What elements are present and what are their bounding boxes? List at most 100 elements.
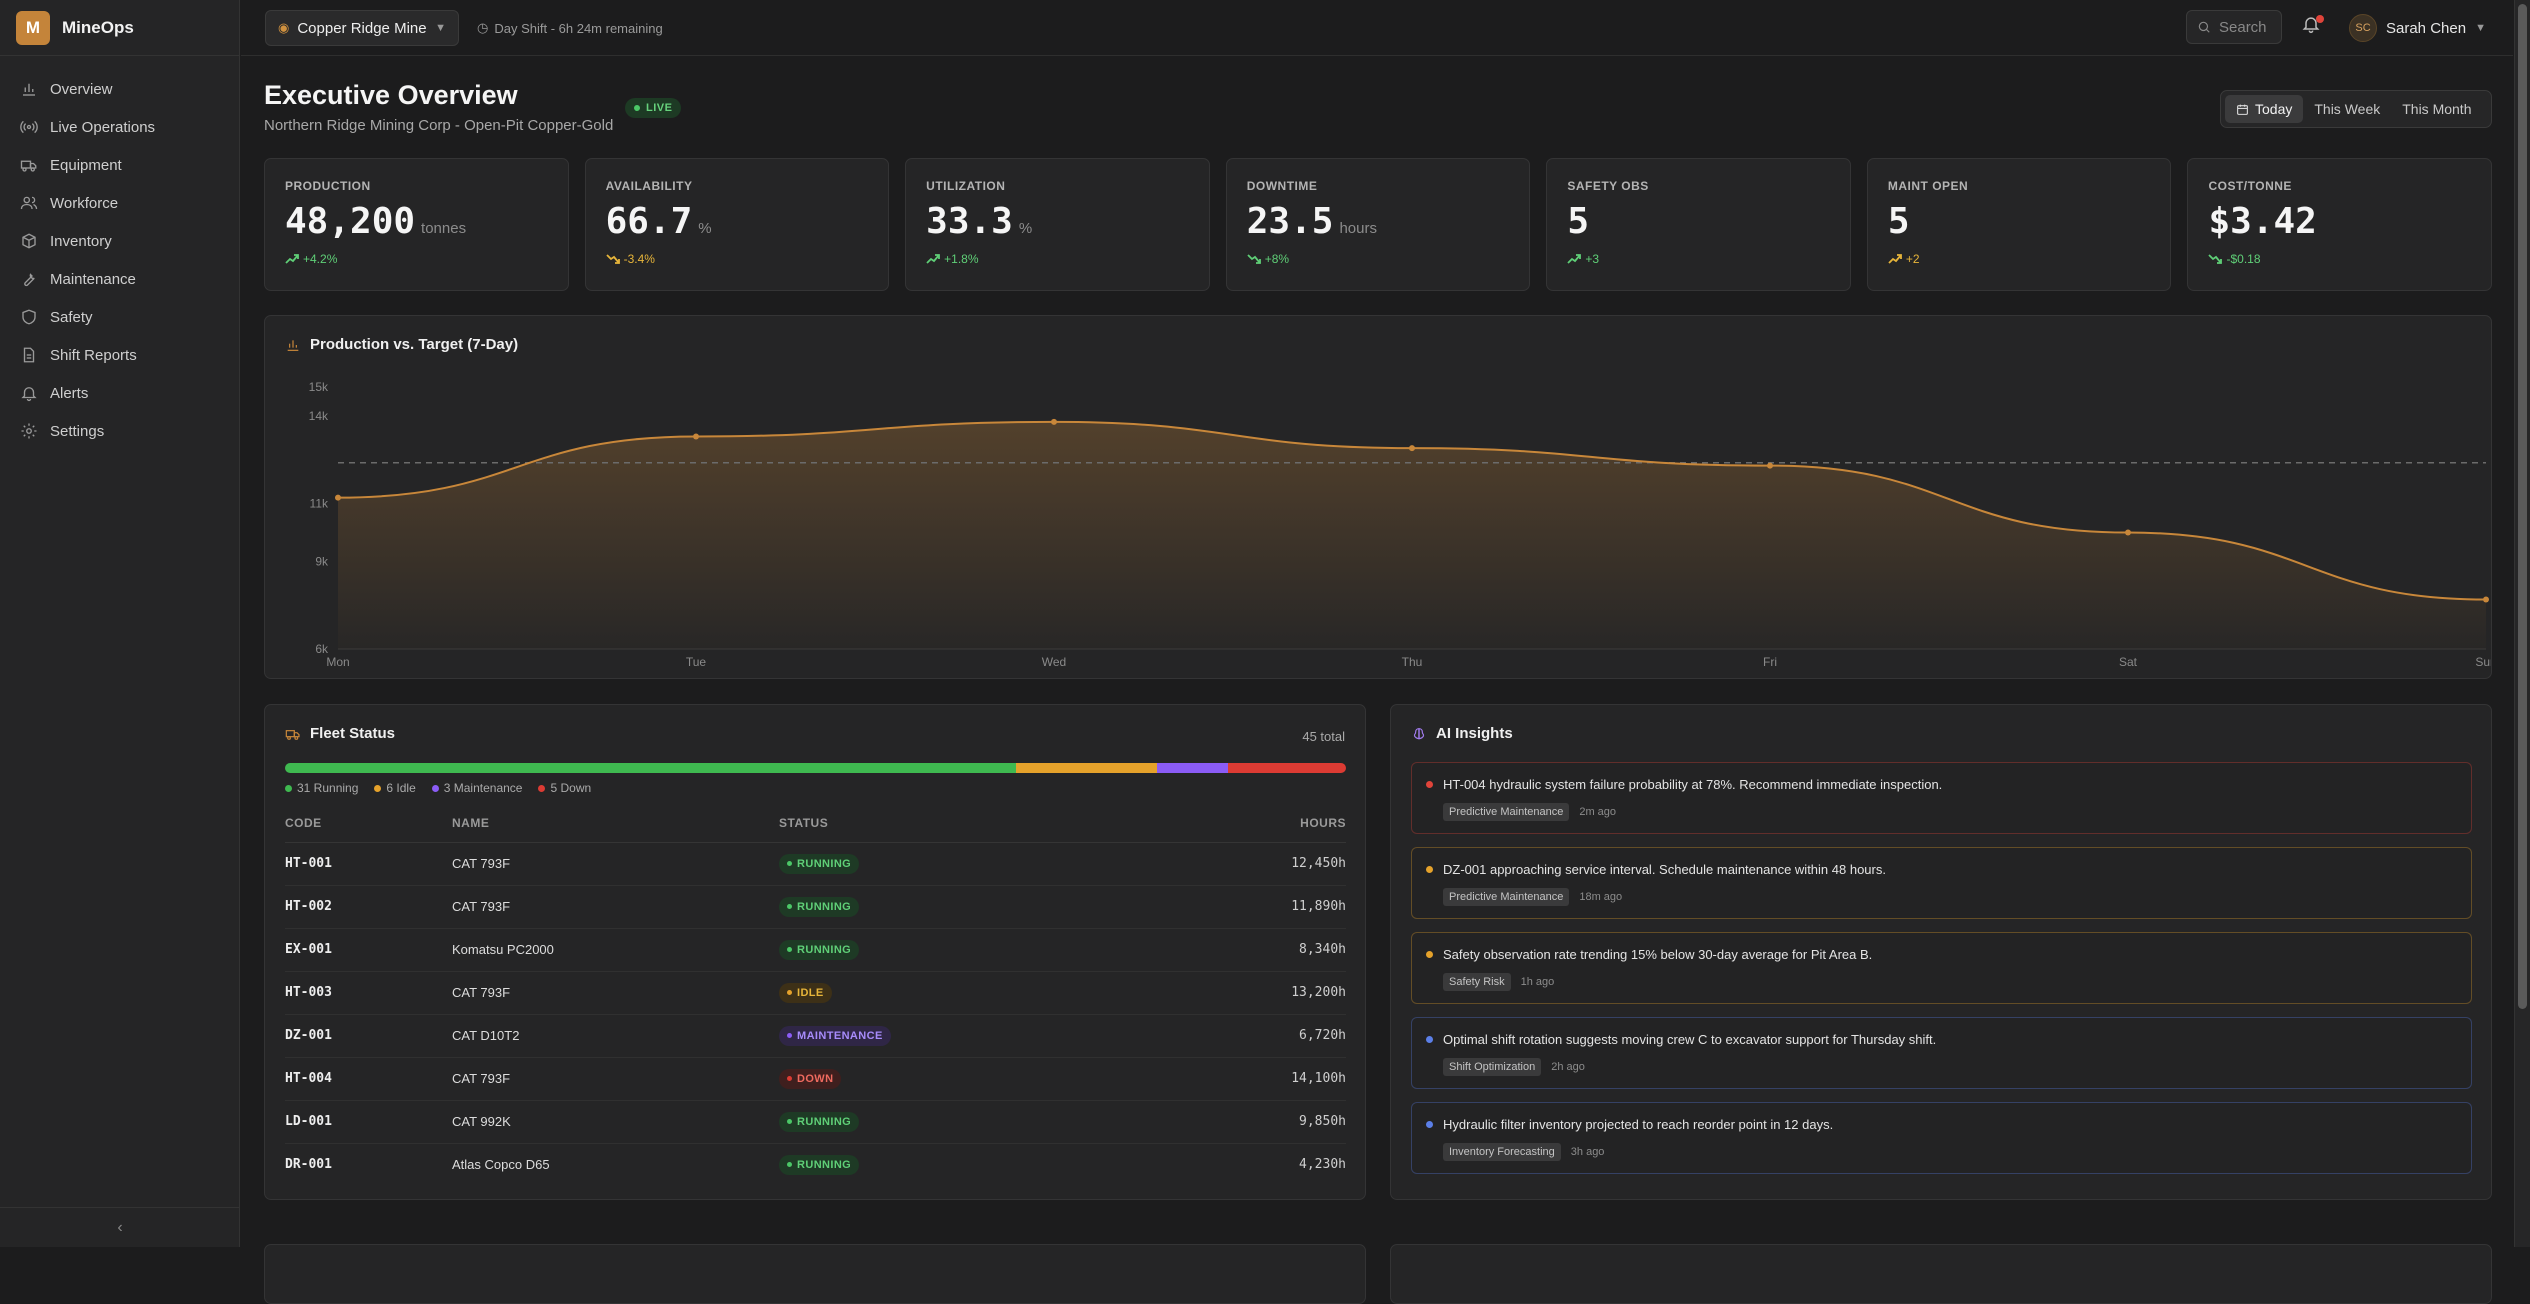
kpi-change-value: +1.8%: [944, 252, 979, 266]
table-row[interactable]: LD-001 CAT 992K RUNNING 9,850h: [285, 1100, 1346, 1144]
sidebar-item-label: Settings: [50, 422, 105, 440]
sidebar-item-safety[interactable]: Safety: [0, 298, 239, 336]
kpi-value: 33.3: [926, 201, 1013, 242]
x-tick-label: Wed: [1042, 655, 1066, 666]
severity-dot: [1426, 951, 1433, 958]
lower-card: [1390, 1244, 2492, 1304]
status-cell: MAINTENANCE: [779, 1014, 1249, 1058]
kpi-card-safety-obs[interactable]: SAFETY OBS 5 +3: [1546, 158, 1851, 291]
insight-tag: Inventory Forecasting: [1443, 1143, 1561, 1161]
notifications-button[interactable]: [2301, 14, 2327, 40]
kpi-card-utilization[interactable]: UTILIZATION 33.3% +1.8%: [905, 158, 1210, 291]
range-today-button[interactable]: Today: [2225, 95, 2304, 123]
kpi-label: DOWNTIME: [1246, 179, 1318, 193]
kpi-card-downtime[interactable]: DOWNTIME 23.5 hours +8%: [1225, 158, 1531, 291]
kpi-label: COST/TONNE: [2208, 179, 2292, 193]
sidebar-item-label: Inventory: [50, 232, 112, 250]
radio-icon: [20, 120, 38, 134]
equipment-hours: 9,850h: [1249, 1100, 1346, 1144]
production-point[interactable]: [2483, 596, 2489, 603]
fleet-bar-segment: [285, 763, 1016, 773]
sidebar-item-equipment[interactable]: Equipment: [0, 146, 239, 184]
insight-item-critical[interactable]: HT-004 hydraulic system failure probabil…: [1411, 762, 2472, 834]
kpi-value-row: 23.5 hours: [1247, 201, 1510, 242]
production-point[interactable]: [1767, 462, 1773, 469]
kpi-change: +4.2%: [285, 252, 548, 266]
column-header-hours[interactable]: HOURS: [1249, 805, 1346, 843]
column-header-name[interactable]: NAME: [452, 805, 779, 843]
production-point[interactable]: [1409, 445, 1415, 452]
insight-item-info[interactable]: Hydraulic filter inventory projected to …: [1411, 1102, 2472, 1174]
truck-icon: [20, 160, 37, 172]
collapse-sidebar-button[interactable]: ‹: [0, 1207, 240, 1247]
insight-item-info[interactable]: Optimal shift rotation suggests moving c…: [1411, 1017, 2472, 1089]
fleet-legend-item: 31 Running: [285, 781, 358, 795]
scrollbar-thumb[interactable]: [2518, 4, 2527, 1009]
sidebar-item-settings[interactable]: Settings: [0, 412, 239, 450]
trend-up-icon: [1567, 254, 1582, 264]
insight-item-warning[interactable]: DZ-001 approaching service interval. Sch…: [1411, 847, 2472, 919]
insight-tag: Predictive Maintenance: [1443, 888, 1570, 906]
sidebar-item-live-operations[interactable]: Live Operations: [0, 108, 239, 146]
production-point[interactable]: [335, 494, 341, 501]
kpi-card-cost-tonne[interactable]: COST/TONNE $3.42 -$0.18: [2187, 158, 2493, 291]
x-tick-label: Fri: [1763, 655, 1777, 666]
production-point[interactable]: [2125, 529, 2131, 536]
insight-meta: Predictive Maintenance 18m ago: [1443, 888, 2457, 906]
trend-up-icon: [1888, 254, 1902, 264]
insight-meta: Inventory Forecasting 3h ago: [1443, 1143, 2457, 1161]
insight-item-warning[interactable]: Safety observation rate trending 15% bel…: [1411, 932, 2472, 1004]
map-pin-icon: ◉: [278, 20, 290, 35]
site-selector[interactable]: ◉ Copper Ridge Mine ▼: [265, 10, 459, 46]
table-row[interactable]: DR-001 Atlas Copco D65 RUNNING 4,230h: [285, 1143, 1346, 1186]
sidebar-item-shift-reports[interactable]: Shift Reports: [0, 336, 239, 374]
sidebar-item-label: Alerts: [50, 384, 89, 402]
search-input[interactable]: Search: [2186, 10, 2282, 44]
fleet-title-text: Fleet Status: [310, 725, 396, 742]
table-row[interactable]: HT-004 CAT 793F DOWN 14,100h: [285, 1057, 1346, 1101]
range-label: Today: [2255, 101, 2293, 117]
trend-down-icon: [605, 254, 620, 264]
ai-title-text: AI Insights: [1436, 725, 1513, 742]
column-header-status[interactable]: STATUS: [779, 805, 1249, 843]
table-row[interactable]: DZ-001 CAT D10T2 MAINTENANCE 6,720h: [285, 1014, 1346, 1058]
insight-text: HT-004 hydraulic system failure probabil…: [1443, 777, 1943, 792]
fleet-table: CODE NAME STATUS HOURS HT-001 CAT 793F RUNNIN…: [285, 805, 1346, 1186]
fleet-status-card: Fleet Status 45 total 31 Running 6 Idle 3 …: [264, 704, 1366, 1200]
user-menu[interactable]: SC Sarah Chen ▼: [2349, 12, 2486, 44]
table-row[interactable]: EX-001 Komatsu PC2000 RUNNING 8,340h: [285, 928, 1346, 972]
table-row[interactable]: HT-001 CAT 793F RUNNING 12,450h: [285, 842, 1346, 886]
sidebar-item-label: Workforce: [50, 194, 119, 212]
legend-dot: [374, 785, 382, 792]
sidebar-item-workforce[interactable]: Workforce: [0, 184, 239, 222]
kpi-card-maint-open[interactable]: MAINT OPEN 5 +2: [1866, 158, 2172, 291]
status-cell: RUNNING: [779, 928, 1249, 972]
sidebar-item-alerts[interactable]: Alerts: [0, 374, 239, 412]
kpi-card-production[interactable]: PRODUCTION 48,200 tonnes +4.2%: [264, 158, 569, 291]
table-row[interactable]: HT-003 CAT 793F IDLE 13,200h: [285, 971, 1346, 1015]
insight-time: 18m ago: [1579, 891, 1623, 903]
production-point[interactable]: [693, 433, 699, 440]
kpi-value-row: 48,200 tonnes: [285, 201, 548, 242]
range-this-week-button[interactable]: This Week: [2303, 95, 2391, 123]
status-badge: RUNNING: [779, 1111, 860, 1132]
app-name: MineOps: [62, 17, 134, 37]
column-header-code[interactable]: CODE: [285, 805, 452, 843]
sidebar-item-maintenance[interactable]: Maintenance: [0, 260, 239, 298]
production-point[interactable]: [1051, 418, 1057, 425]
kpi-card-availability[interactable]: AVAILABILITY 66.7% -3.4%: [584, 158, 890, 291]
sidebar-item-overview[interactable]: Overview: [0, 70, 239, 108]
range-this-month-button[interactable]: This Month: [2391, 95, 2482, 123]
notification-dot: [2316, 15, 2324, 23]
bell-icon: [2302, 17, 2320, 34]
trend-up-icon: [926, 254, 941, 264]
brand[interactable]: M MineOps: [0, 0, 239, 56]
wrench-icon: [24, 273, 35, 287]
sidebar-item-inventory[interactable]: Inventory: [0, 222, 239, 260]
status-dot: [787, 947, 792, 952]
scrollbar[interactable]: [2514, 0, 2530, 1247]
equipment-hours: 14,100h: [1249, 1057, 1346, 1101]
legend-label: 3 Maintenance: [443, 781, 523, 795]
table-row[interactable]: HT-002 CAT 793F RUNNING 11,890h: [285, 885, 1346, 929]
trend-up-icon: [285, 254, 299, 264]
